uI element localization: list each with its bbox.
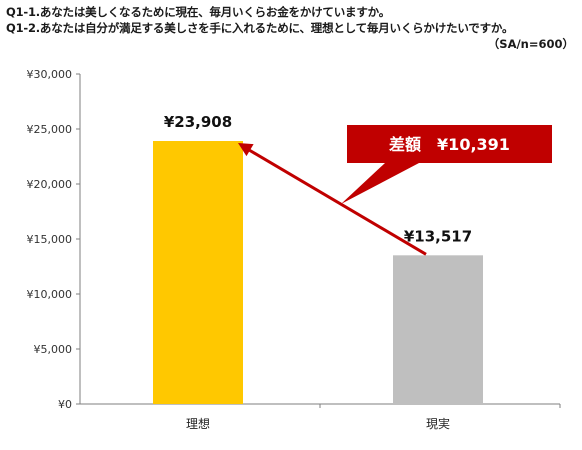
y-tick-label: ¥0 [58,398,72,411]
data-label: ¥13,517 [404,227,472,245]
question-2: Q1-2.あなたは自分が満足する美しさを手に入れるために、理想として毎月いくらか… [6,21,514,35]
callout-text: 差額 ¥10,391 [389,135,510,154]
data-label: ¥23,908 [164,113,232,131]
y-tick-label: ¥30,000 [27,68,73,81]
sample-size-note: （SA/n=600） [487,37,574,51]
bar-2 [393,255,483,404]
axes: ¥0 ¥5,000 ¥10,000 ¥15,000 ¥20,000 ¥25,000 ¥30,… [27,68,561,411]
category-label: 理想 [186,416,210,431]
y-tick-label: ¥10,000 [27,288,73,301]
y-tick-label: ¥5,000 [34,343,73,356]
bar-1 [153,141,243,404]
difference-arrow-line [243,145,427,256]
labels: 理想 ¥23,908 現実 ¥13,517 [164,113,472,431]
callout-box [341,125,552,204]
y-tick-label: ¥25,000 [27,123,73,136]
category-label: 現実 [426,416,450,431]
question-1: Q1-1.あなたは美しくなるために現在、毎月いくらお金をかけていますか。 [6,5,390,19]
y-tick-label: ¥20,000 [27,178,73,191]
bars [153,141,483,404]
difference-arrow-head [238,143,254,157]
y-tick-label: ¥15,000 [27,233,73,246]
difference-annotation: 差額 ¥10,391 [238,125,552,256]
